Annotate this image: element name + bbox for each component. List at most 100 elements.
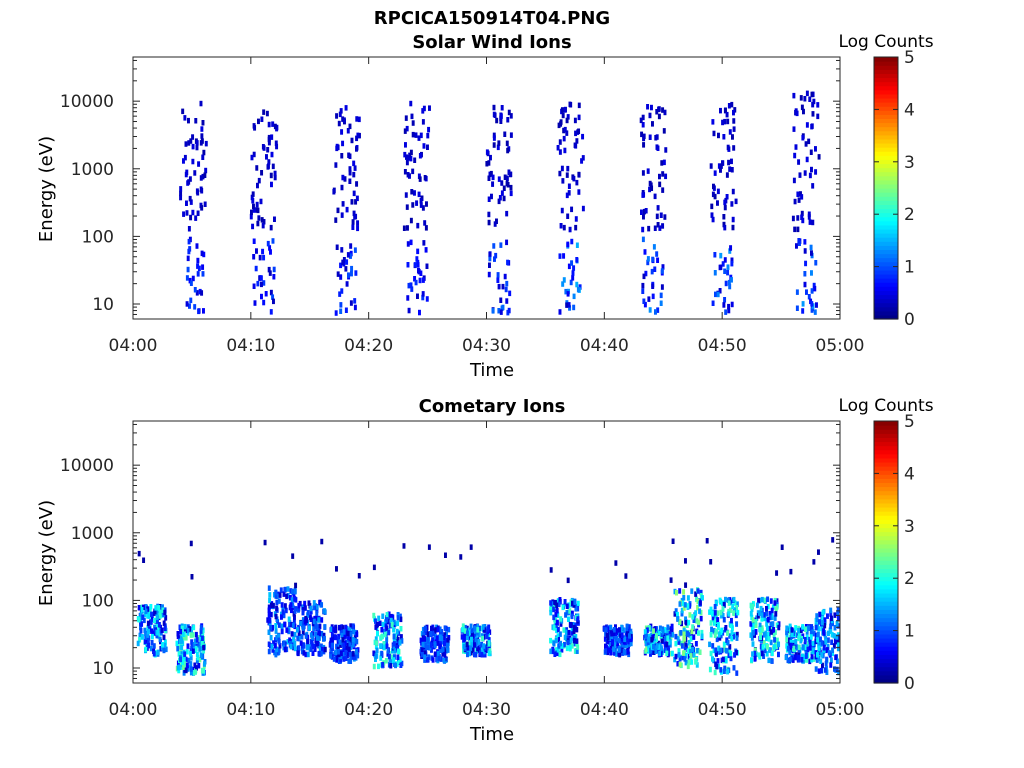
heatmap-cell — [279, 587, 283, 593]
heatmap-cell — [319, 650, 323, 657]
heatmap-cell — [335, 113, 339, 119]
heatmap-cell — [645, 627, 649, 633]
heatmap-cell — [155, 614, 159, 621]
heatmap-cell — [614, 560, 618, 566]
heatmap-cell — [717, 632, 721, 638]
heatmap-cell — [437, 634, 441, 641]
heatmap-cell — [800, 210, 804, 217]
heatmap-cell — [650, 637, 654, 643]
heatmap-cell — [791, 646, 795, 652]
heatmap-cell — [273, 170, 277, 177]
heatmap-cell — [422, 143, 426, 149]
heatmap-cell — [689, 649, 693, 655]
heatmap-cell — [716, 200, 719, 206]
heatmap-cell — [709, 632, 713, 638]
heatmap-cell — [803, 248, 807, 254]
heatmap-cell — [152, 643, 156, 649]
heatmap-cell — [794, 625, 798, 631]
heatmap-cell — [802, 108, 805, 115]
heatmap-cell — [677, 652, 681, 658]
heatmap-cell — [480, 641, 484, 648]
heatmap-cell — [270, 151, 274, 158]
heatmap-cell — [610, 642, 614, 649]
heatmap-cell — [621, 650, 625, 656]
heatmap-cell — [566, 165, 570, 172]
heatmap-cell — [351, 654, 355, 660]
heatmap-cell — [559, 223, 563, 229]
heatmap-cell — [194, 645, 198, 652]
heatmap-cell — [663, 641, 667, 647]
heatmap-cell — [272, 274, 276, 280]
heatmap-cell — [495, 117, 499, 124]
heatmap-cell — [662, 632, 666, 639]
heatmap-cell — [423, 636, 427, 642]
heatmap-cell — [555, 602, 559, 609]
heatmap-cell — [317, 650, 321, 657]
colorbar-segment — [874, 118, 898, 124]
heatmap-cell — [497, 140, 501, 146]
colorbar-segment — [874, 81, 898, 87]
heatmap-cell — [570, 643, 574, 649]
heatmap-cell — [256, 207, 260, 214]
heatmap-cell — [566, 241, 570, 248]
heatmap-cell — [557, 122, 561, 129]
heatmap-cell — [266, 617, 270, 623]
heatmap-cell — [573, 648, 577, 654]
heatmap-cell — [340, 129, 344, 135]
colorbar-segment — [874, 249, 898, 255]
colorbar-segment — [874, 486, 898, 492]
x-tick-label: 05:00 — [816, 700, 865, 720]
colorbar-segment — [874, 552, 898, 557]
cometary-panel: Cometary Ions 04:00 04:10 04:20 04:30 04:40 0… — [36, 396, 934, 745]
heatmap-cell — [433, 642, 437, 649]
heatmap-cell — [407, 307, 411, 314]
heatmap-cell — [199, 634, 203, 640]
heatmap-cell — [797, 650, 801, 656]
heatmap-cell — [353, 638, 357, 644]
heatmap-cell — [429, 631, 433, 637]
heatmap-cell — [333, 627, 337, 634]
heatmap-cell — [676, 611, 679, 618]
heatmap-cell — [348, 178, 352, 184]
heatmap-cell — [392, 643, 396, 650]
heatmap-cell — [814, 653, 818, 660]
heatmap-cell — [413, 190, 416, 196]
x-tick-label: 04:30 — [462, 700, 511, 720]
heatmap-cell — [832, 633, 836, 639]
heatmap-cell — [729, 622, 733, 628]
heatmap-cell — [353, 629, 357, 636]
heatmap-cell — [320, 617, 324, 623]
heatmap-cell — [723, 297, 727, 303]
heatmap-cell — [201, 271, 205, 277]
heatmap-cell — [273, 643, 277, 649]
heatmap-cell — [332, 189, 336, 195]
heatmap-cell — [189, 214, 193, 221]
heatmap-cell — [716, 610, 720, 616]
heatmap-cell — [267, 607, 271, 613]
colorbar-segment — [874, 613, 898, 619]
heatmap-cell — [808, 658, 812, 665]
heatmap-cell — [682, 605, 686, 611]
heatmap-cell — [765, 651, 769, 657]
heatmap-cell — [713, 193, 717, 200]
heatmap-cell — [652, 628, 655, 634]
heatmap-cell — [501, 283, 505, 290]
heatmap-cell — [267, 121, 271, 128]
heatmap-cell — [406, 225, 409, 231]
heatmap-cell — [814, 146, 817, 152]
colorbar-segment — [874, 228, 898, 234]
heatmap-cell — [255, 201, 259, 208]
heatmap-cell — [813, 285, 817, 292]
heatmap-cell — [827, 630, 830, 637]
heatmap-cell — [147, 642, 151, 649]
heatmap-cell — [718, 597, 722, 604]
heatmap-cell — [648, 186, 652, 193]
heatmap-cell — [555, 627, 559, 634]
heatmap-cell — [201, 630, 205, 636]
heatmap-cell — [688, 603, 692, 609]
heatmap-cell — [732, 126, 736, 132]
heatmap-cell — [358, 132, 361, 139]
heatmap-cell — [815, 302, 818, 308]
heatmap-cell — [817, 655, 821, 662]
heatmap-cell — [293, 614, 296, 621]
